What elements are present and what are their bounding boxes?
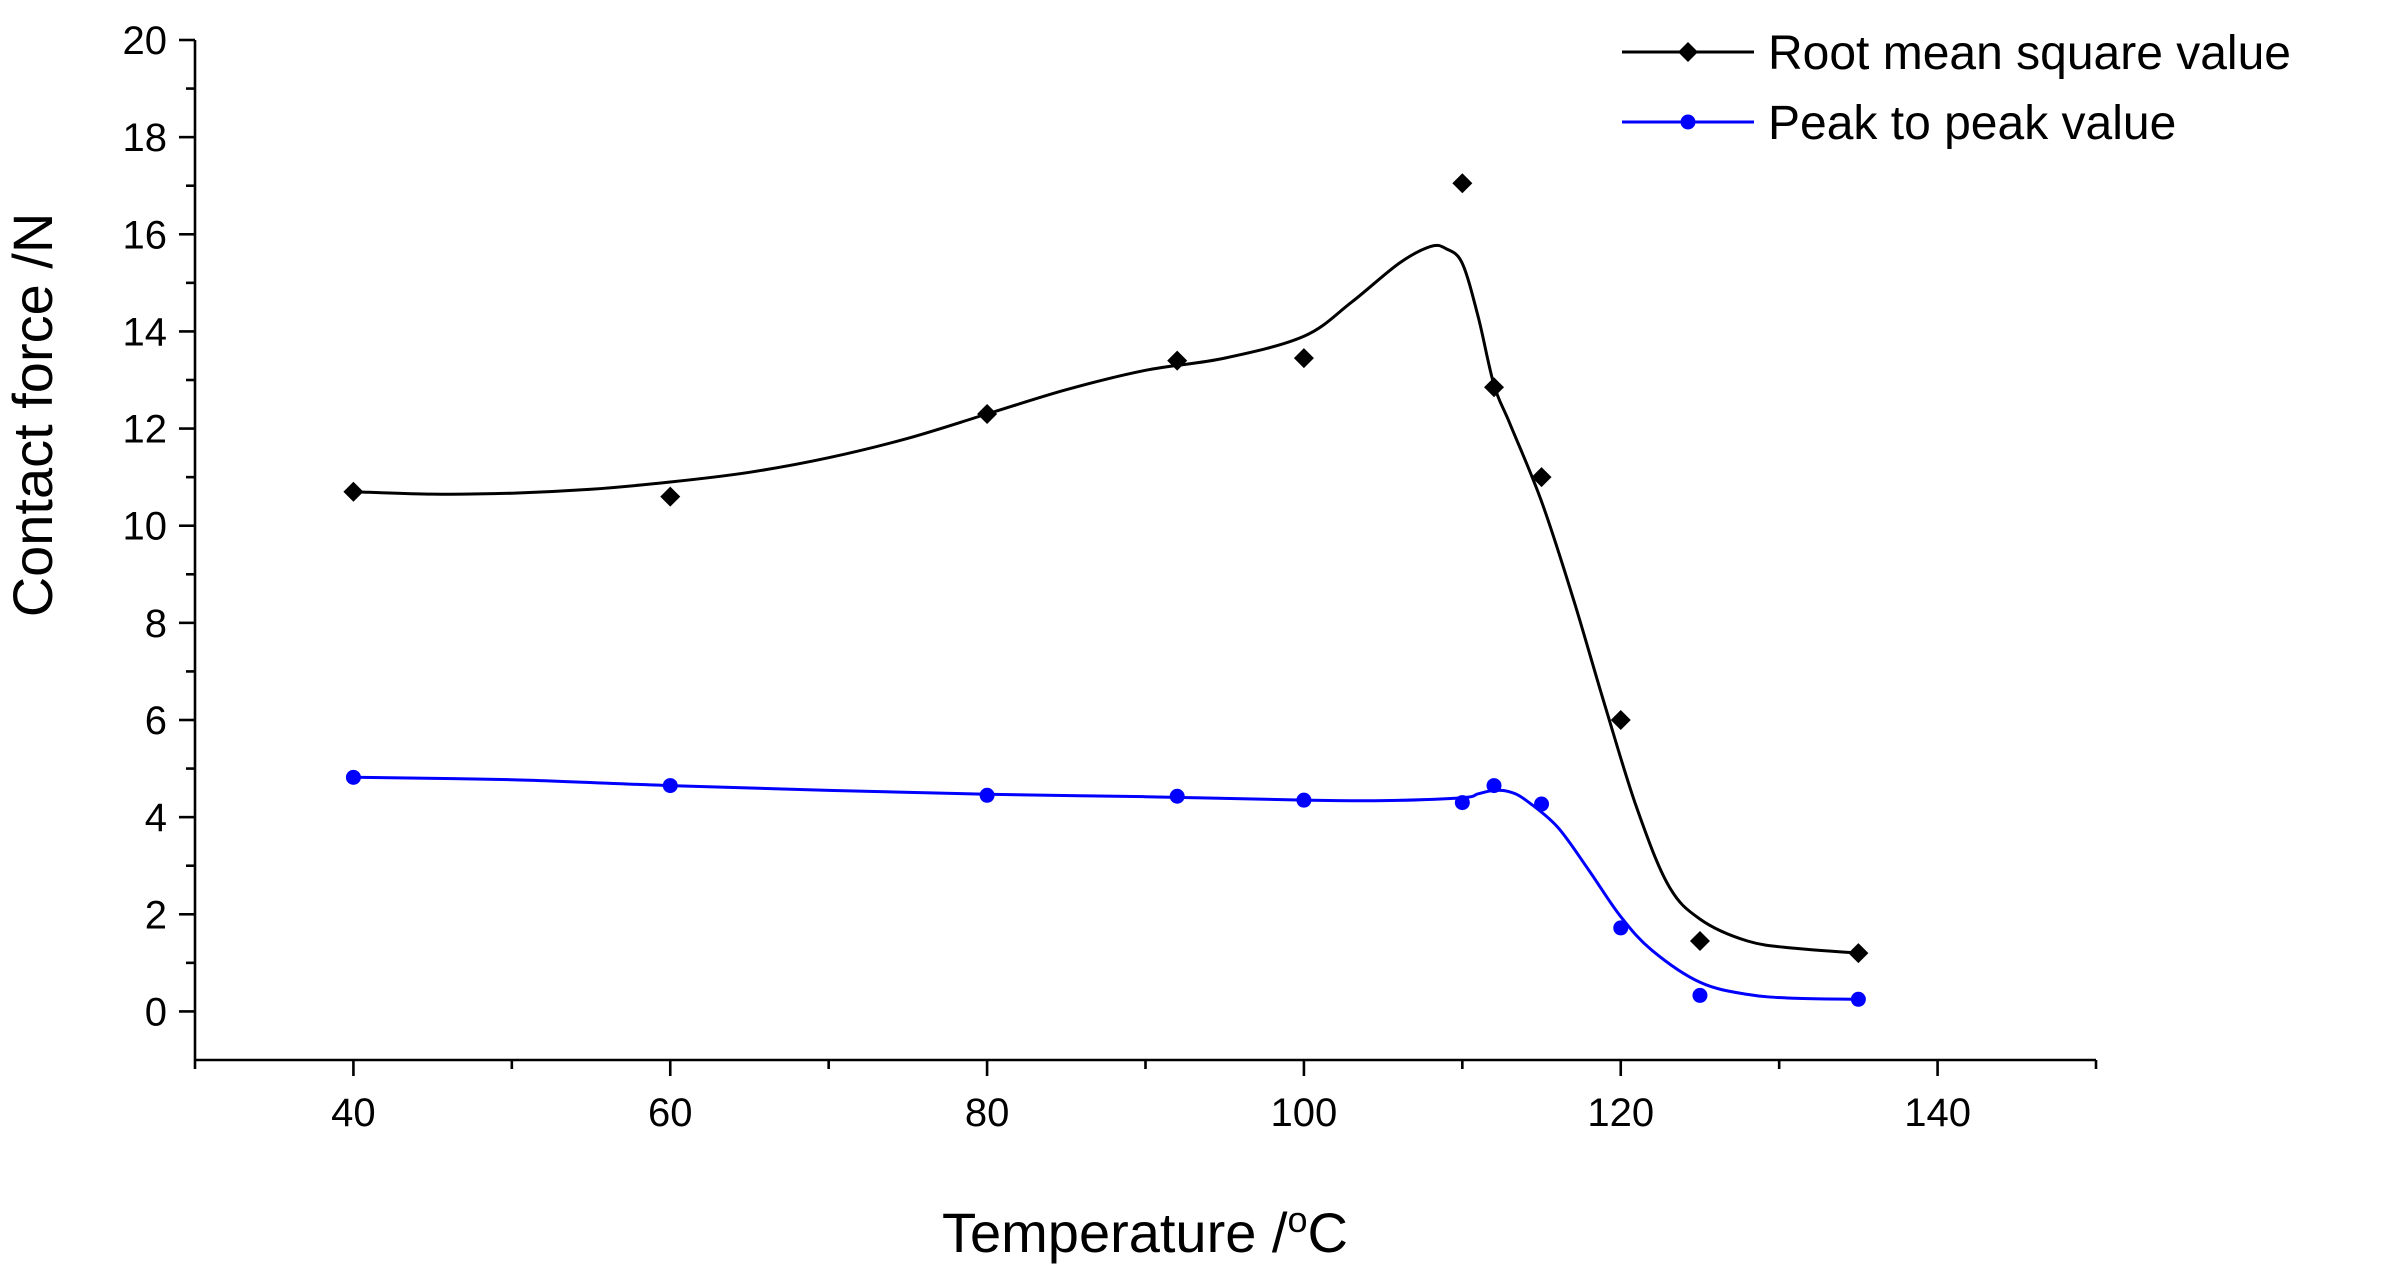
series-rms-point — [977, 404, 998, 424]
series-layer — [343, 173, 1869, 1007]
axes — [193, 40, 2096, 1062]
y-tick-label: 14 — [123, 310, 168, 354]
x-tick-label: 80 — [965, 1091, 1010, 1135]
series-rms-point — [1689, 931, 1710, 951]
y-tick-label: 6 — [145, 699, 167, 743]
y-tick-label: 0 — [145, 990, 167, 1034]
series-rms-point — [1484, 377, 1505, 398]
series-rms-line — [353, 243, 1859, 955]
y-tick-label: 8 — [145, 602, 167, 646]
x-axis-title-superscript: o — [1288, 1199, 1308, 1240]
series-peak-to-peak-point — [662, 778, 678, 794]
y-axis-title: Contact force /N — [1, 213, 64, 618]
y-tick-label: 18 — [123, 116, 168, 160]
y-tick-label: 20 — [123, 19, 168, 63]
series-peak-to-peak-point — [1850, 991, 1866, 1007]
x-tick-label: 100 — [1271, 1091, 1338, 1135]
series-rms-point — [1610, 710, 1631, 730]
y-tick-label: 4 — [145, 796, 167, 840]
series-peak-to-peak-point — [1169, 788, 1185, 804]
series-peak-to-peak-point — [1534, 796, 1550, 812]
x-axis-title-main: Temperature / — [942, 1201, 1288, 1264]
x-axis-title: Temperature /oC — [942, 1199, 1348, 1264]
series-peak-to-peak-point — [979, 787, 995, 803]
y-tick-label: 16 — [123, 213, 168, 257]
series-rms-point — [1293, 348, 1314, 369]
legend-peak-to-peak-marker — [1680, 114, 1696, 130]
legend-rms-marker — [1678, 42, 1698, 62]
series-peak-to-peak-point — [1692, 987, 1708, 1003]
legend-rms-label: Root mean square value — [1768, 27, 2291, 80]
series-rms — [343, 173, 1869, 964]
series-rms-point — [1531, 467, 1552, 488]
legend-entry-peak-to-peak: Peak to peak value — [1622, 97, 2176, 150]
legend-peak-to-peak-label: Peak to peak value — [1768, 97, 2176, 150]
series-peak-to-peak-point — [1613, 920, 1629, 936]
series-peak-to-peak-point — [1454, 795, 1470, 811]
x-axis-title-unit: C — [1308, 1201, 1348, 1264]
x-tick-label: 120 — [1587, 1091, 1654, 1135]
y-axis-ticks: 0 2 4 6 8 10 12 14 16 18 20 — [123, 19, 195, 1034]
x-axis-ticks: 40 60 80 100 120 140 — [193, 1060, 2098, 1135]
y-tick-label: 12 — [123, 408, 168, 452]
series-peak-to-peak-point — [345, 769, 361, 785]
series-rms-point — [1167, 350, 1188, 371]
x-tick-label: 40 — [331, 1091, 376, 1135]
series-rms-point — [1452, 173, 1473, 194]
series-peak-to-peak — [345, 769, 1866, 1007]
y-tick-label: 2 — [145, 893, 167, 937]
series-rms-point — [1848, 943, 1869, 964]
series-rms-point — [660, 486, 681, 507]
series-peak-to-peak-point — [1486, 778, 1502, 794]
y-tick-label: 10 — [123, 505, 168, 549]
legend-entry-rms: Root mean square value — [1622, 27, 2291, 80]
series-rms-point — [343, 481, 364, 502]
x-tick-label: 140 — [1904, 1091, 1971, 1135]
x-tick-label: 60 — [648, 1091, 693, 1135]
legend: Root mean square value Peak to peak valu… — [1622, 27, 2291, 150]
series-peak-to-peak-line — [353, 775, 1859, 1001]
series-peak-to-peak-point — [1296, 792, 1312, 808]
